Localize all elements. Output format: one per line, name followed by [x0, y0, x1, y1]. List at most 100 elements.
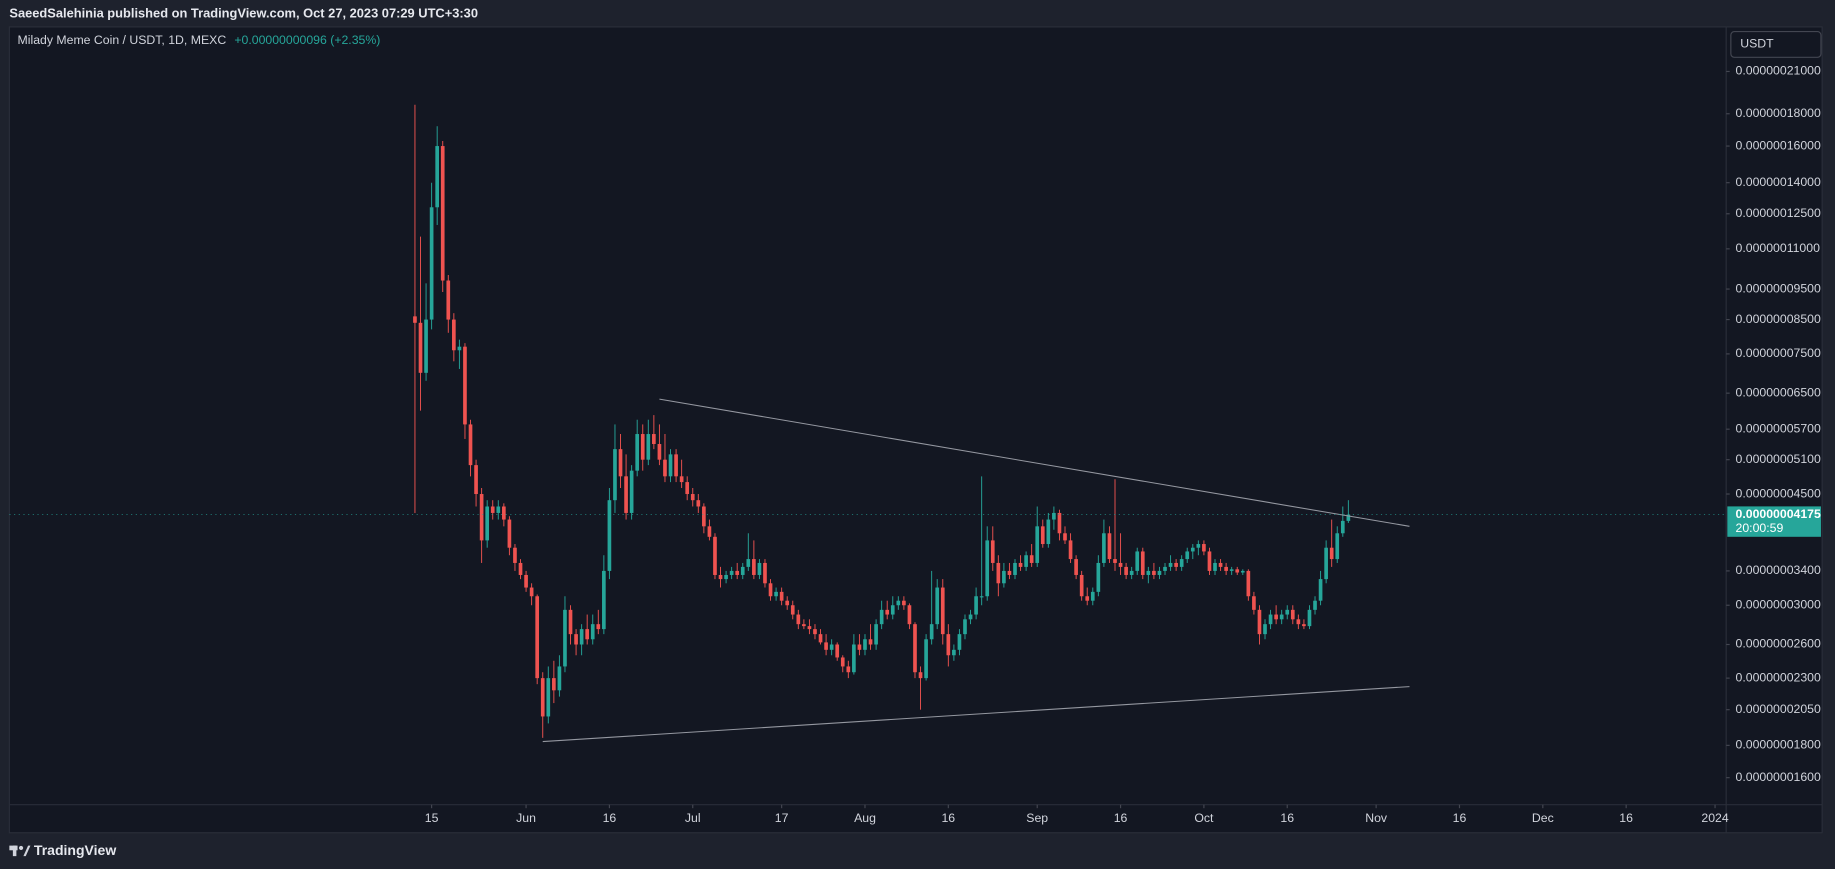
y-tick-label: 0.00000016000 — [1736, 138, 1821, 152]
candle-body — [713, 536, 717, 575]
candle-body — [702, 506, 706, 527]
candle-body — [418, 322, 423, 373]
candle-body — [863, 639, 867, 650]
candle-body — [440, 146, 445, 281]
candle-body — [1096, 562, 1101, 592]
candle-body — [1118, 562, 1123, 567]
publisher-line: SaeedSalehinia published on TradingView.… — [9, 5, 478, 20]
candle-body — [518, 562, 523, 575]
chart-pane — [8, 26, 1823, 834]
x-tick-label: 15 — [425, 811, 439, 825]
candle-body — [1035, 526, 1040, 563]
candle-body — [524, 574, 528, 588]
candle-body — [674, 454, 678, 477]
x-tick-label: Nov — [1365, 811, 1388, 825]
legend-change: +0.00000000096 (+2.35%) — [234, 33, 380, 47]
candle-body — [507, 519, 512, 548]
candle-body — [1152, 570, 1156, 575]
candle-body — [813, 629, 817, 635]
x-tick-label: Aug — [854, 811, 876, 825]
candle-body — [468, 424, 473, 466]
y-tick-label: 0.00000002300 — [1736, 670, 1821, 684]
x-tick-label: 2024 — [1701, 811, 1728, 825]
candle-body — [990, 540, 995, 563]
candle-body — [985, 540, 990, 597]
candle-body — [1124, 566, 1128, 575]
candle-body — [1007, 570, 1012, 575]
candle-body — [946, 634, 951, 656]
x-tick-label: 16 — [1619, 811, 1633, 825]
candle-body — [979, 596, 984, 598]
y-tick-label: 0.00000006500 — [1736, 385, 1821, 399]
candle-body — [740, 566, 745, 575]
candle-body — [752, 559, 756, 575]
candle-body — [1185, 551, 1190, 560]
candle-body — [924, 639, 928, 679]
candle-body — [1202, 544, 1206, 552]
candle-body — [657, 444, 662, 460]
candle-body — [579, 629, 584, 645]
candle-body — [624, 476, 628, 513]
candle-body — [729, 570, 734, 575]
last-price-label: 0.00000004175 — [1736, 507, 1821, 521]
candle-body — [1240, 570, 1245, 573]
candle-body — [890, 605, 895, 615]
y-tick-label: 0.00000014000 — [1736, 175, 1821, 189]
candle-body — [1307, 609, 1312, 627]
candle-body — [879, 609, 884, 625]
candle-body — [929, 624, 934, 640]
currency-box[interactable] — [1730, 30, 1822, 58]
candle-body — [818, 634, 823, 643]
candle-body — [1268, 614, 1273, 625]
y-tick-label: 0.00000012500 — [1736, 206, 1821, 220]
candle-body — [1079, 574, 1084, 597]
candle-body — [540, 678, 545, 717]
y-tick-label: 0.00000003400 — [1736, 563, 1821, 577]
candle-body — [696, 500, 701, 507]
x-tick-label: Sep — [1026, 811, 1048, 825]
candle-body — [1279, 614, 1284, 620]
candle-body — [1346, 514, 1351, 521]
brand-name: TradingView — [34, 842, 116, 858]
candle-body — [824, 642, 828, 650]
trend-line — [542, 686, 1410, 743]
candle-body — [1135, 551, 1140, 571]
candle-body — [1296, 619, 1301, 625]
candle-body — [1068, 540, 1073, 560]
x-tick-label: Jun — [516, 811, 536, 825]
candle-body — [1196, 544, 1201, 548]
candle-body — [1340, 520, 1345, 534]
candle-body — [668, 454, 673, 477]
candle-body — [774, 591, 778, 597]
candle-body — [757, 562, 762, 575]
candle-body — [707, 526, 712, 537]
candle-body — [1213, 562, 1217, 571]
candle-body — [424, 319, 428, 373]
candle-body — [974, 596, 978, 615]
candle-body — [1263, 624, 1267, 635]
x-tick-label: 16 — [941, 811, 955, 825]
candle-body — [574, 634, 578, 645]
candle-body — [1163, 566, 1167, 571]
candle-body — [479, 494, 484, 541]
candle-body — [963, 619, 967, 635]
candle-body — [613, 449, 617, 501]
candle-body — [1113, 559, 1117, 563]
y-tick-label: 0.00000007500 — [1736, 346, 1821, 360]
candle-body — [1318, 579, 1323, 601]
candle-body — [1102, 533, 1106, 563]
x-tick-label: 16 — [1280, 811, 1294, 825]
candle-body — [896, 600, 901, 606]
candle-body — [1157, 570, 1162, 575]
candle-body — [563, 609, 567, 667]
candle-body — [429, 207, 434, 320]
candle-body — [629, 470, 634, 513]
candle-body — [913, 624, 917, 673]
candle-body — [585, 629, 590, 640]
x-tick-label: Dec — [1532, 811, 1554, 825]
currency-label[interactable]: USDT — [1740, 37, 1774, 51]
candle-body — [1168, 562, 1173, 567]
candle-body — [490, 506, 495, 513]
candle-body — [463, 346, 467, 425]
